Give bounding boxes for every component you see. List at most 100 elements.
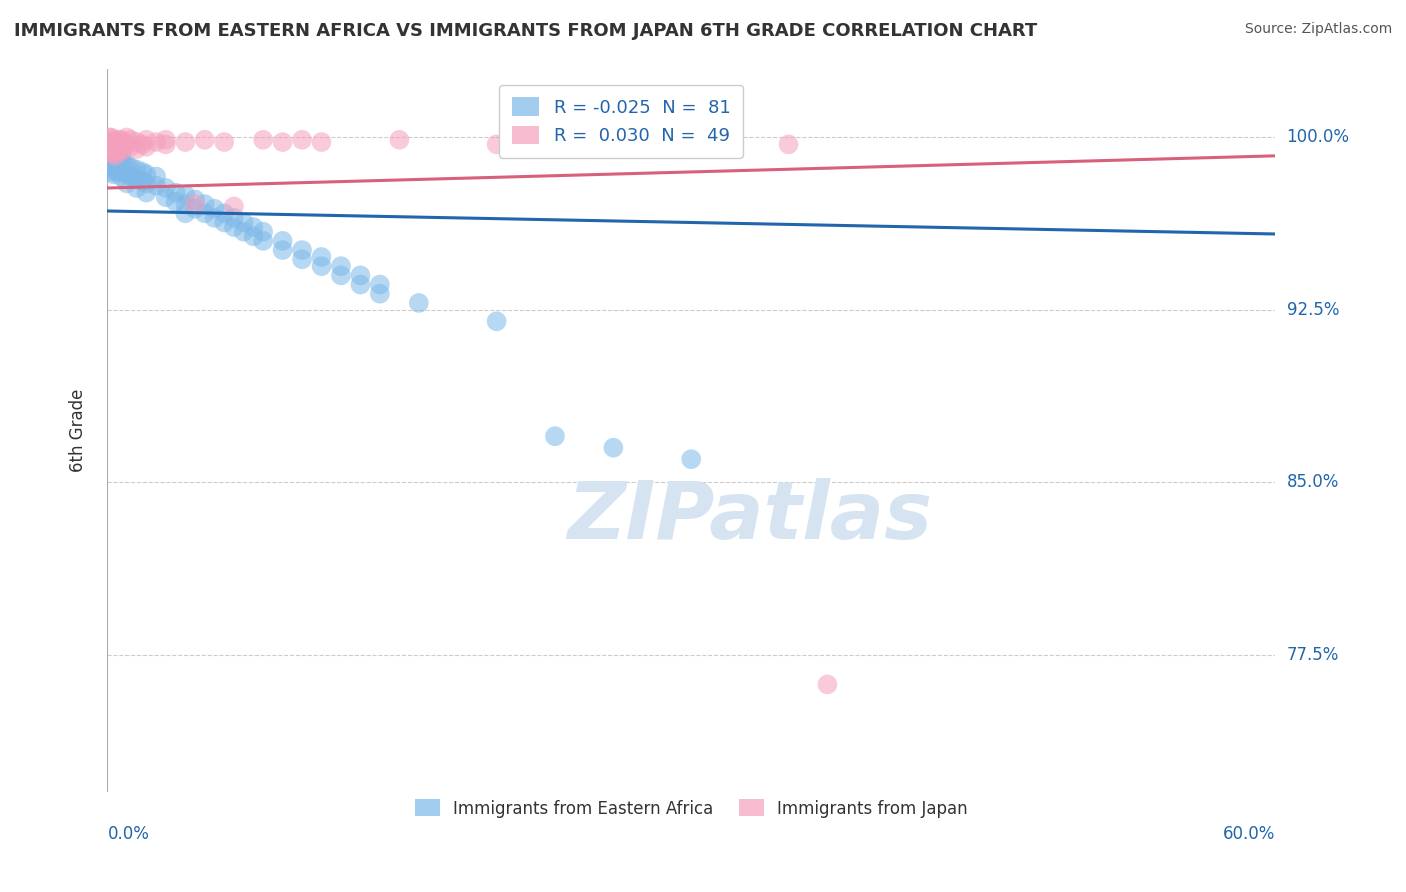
Point xyxy=(291,243,314,257)
Point xyxy=(98,158,121,172)
Point xyxy=(291,133,314,147)
Point xyxy=(103,151,125,165)
Point xyxy=(131,137,153,152)
Point xyxy=(135,139,157,153)
Point xyxy=(103,139,125,153)
Point xyxy=(115,137,138,152)
Point xyxy=(194,197,217,211)
Point xyxy=(204,202,226,216)
Text: 85.0%: 85.0% xyxy=(1286,473,1339,491)
Point xyxy=(103,146,125,161)
Point xyxy=(104,149,127,163)
Point xyxy=(602,441,624,455)
Point xyxy=(115,177,138,191)
Point xyxy=(232,225,254,239)
Point xyxy=(212,215,235,229)
Text: 60.0%: 60.0% xyxy=(1223,825,1275,843)
Point xyxy=(252,225,274,239)
Point xyxy=(165,186,187,200)
Point xyxy=(110,137,132,152)
Point xyxy=(349,277,371,292)
Point xyxy=(112,165,135,179)
Point xyxy=(271,135,294,149)
Point xyxy=(98,130,121,145)
Point xyxy=(155,133,177,147)
Legend: Immigrants from Eastern Africa, Immigrants from Japan: Immigrants from Eastern Africa, Immigran… xyxy=(405,789,977,828)
Point xyxy=(120,169,142,184)
Point xyxy=(485,314,508,328)
Point xyxy=(368,286,391,301)
Point xyxy=(103,161,125,175)
Text: 92.5%: 92.5% xyxy=(1286,301,1339,318)
Point xyxy=(330,259,353,273)
Point xyxy=(368,277,391,292)
Point xyxy=(174,197,197,211)
Point xyxy=(815,677,838,691)
Point xyxy=(131,174,153,188)
Point xyxy=(212,135,235,149)
Point xyxy=(135,133,157,147)
Point xyxy=(125,171,148,186)
Point xyxy=(135,177,157,191)
Point xyxy=(291,252,314,267)
Point xyxy=(242,220,264,235)
Point xyxy=(408,296,430,310)
Point xyxy=(174,135,197,149)
Point xyxy=(100,145,122,159)
Point xyxy=(135,167,157,181)
Point xyxy=(212,206,235,220)
Point xyxy=(110,169,132,184)
Point xyxy=(98,153,121,168)
Point xyxy=(120,139,142,153)
Point xyxy=(222,199,245,213)
Point xyxy=(311,135,333,149)
Point xyxy=(681,135,703,149)
Point xyxy=(184,197,207,211)
Point xyxy=(112,135,135,149)
Point xyxy=(105,165,128,179)
Point xyxy=(125,181,148,195)
Point xyxy=(125,142,148,156)
Text: ZIPatlas: ZIPatlas xyxy=(567,478,932,557)
Point xyxy=(120,161,142,175)
Point xyxy=(100,155,122,169)
Point xyxy=(330,268,353,283)
Point xyxy=(242,229,264,244)
Point xyxy=(155,137,177,152)
Point xyxy=(100,130,122,145)
Point xyxy=(204,211,226,225)
Point xyxy=(194,133,217,147)
Text: 6th Grade: 6th Grade xyxy=(69,389,87,472)
Point xyxy=(103,167,125,181)
Point xyxy=(112,155,135,169)
Point xyxy=(105,149,128,163)
Point xyxy=(252,234,274,248)
Point xyxy=(98,139,121,153)
Point xyxy=(155,181,177,195)
Point xyxy=(349,268,371,283)
Point xyxy=(105,145,128,159)
Point xyxy=(100,137,122,152)
Point xyxy=(155,190,177,204)
Point xyxy=(108,151,131,165)
Point xyxy=(104,162,127,177)
Point xyxy=(681,452,703,467)
Point xyxy=(108,133,131,147)
Point xyxy=(104,135,127,149)
Point xyxy=(174,188,197,202)
Point xyxy=(311,259,333,273)
Point xyxy=(104,153,127,168)
Point xyxy=(131,165,153,179)
Point xyxy=(232,215,254,229)
Text: Source: ZipAtlas.com: Source: ZipAtlas.com xyxy=(1244,22,1392,37)
Point xyxy=(100,139,122,153)
Point xyxy=(184,193,207,207)
Point xyxy=(252,133,274,147)
Point xyxy=(135,186,157,200)
Text: 0.0%: 0.0% xyxy=(107,825,149,843)
Point xyxy=(98,142,121,156)
Point xyxy=(120,133,142,147)
Point xyxy=(222,211,245,225)
Point xyxy=(222,220,245,235)
Point xyxy=(115,167,138,181)
